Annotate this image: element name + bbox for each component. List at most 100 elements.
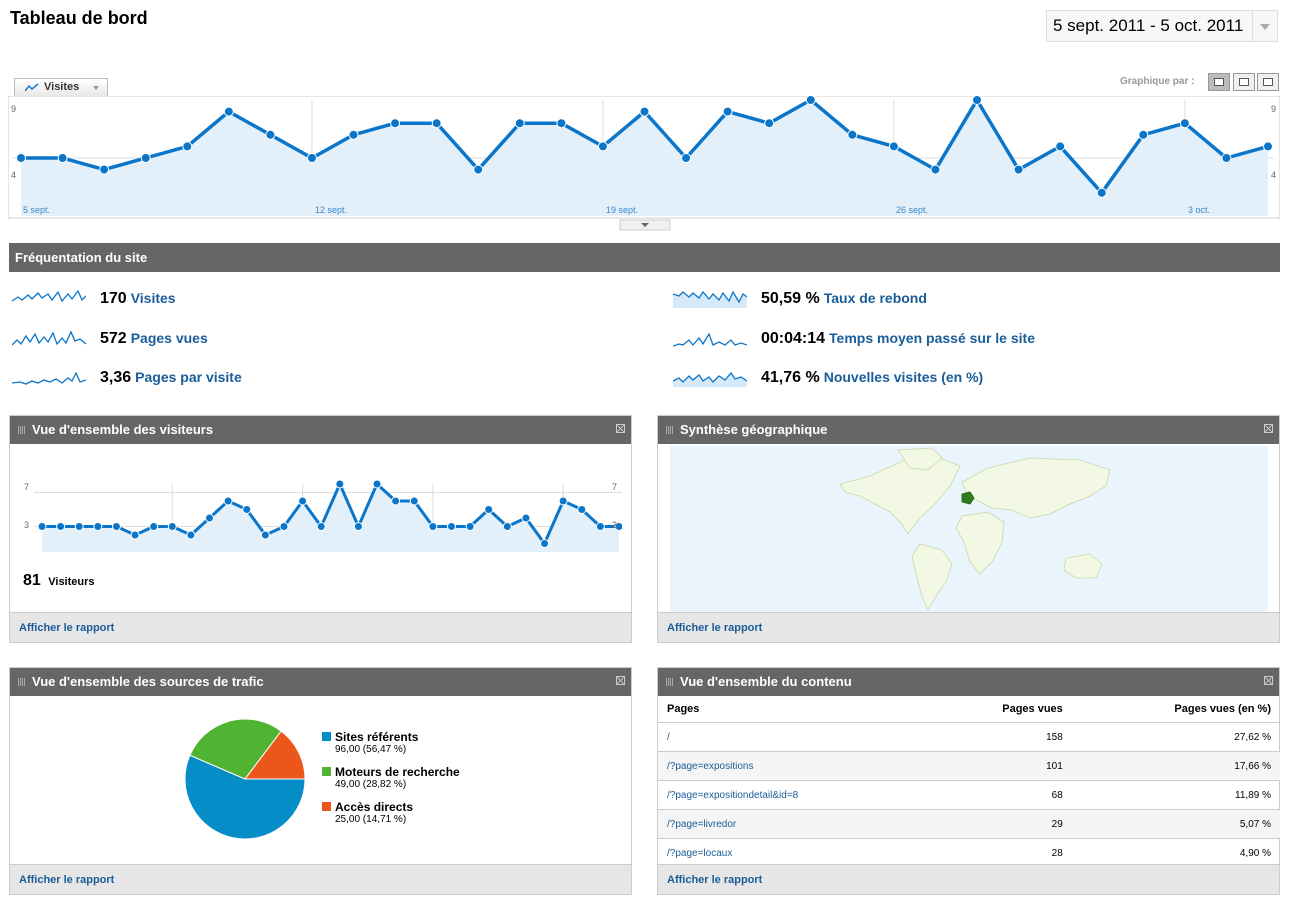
data-point[interactable] <box>242 505 252 514</box>
data-point[interactable] <box>316 522 326 531</box>
data-point[interactable] <box>722 106 733 117</box>
data-point[interactable] <box>1096 187 1107 198</box>
data-point[interactable] <box>502 522 512 531</box>
data-point[interactable] <box>847 129 858 140</box>
data-point[interactable] <box>639 106 650 117</box>
pie-slice[interactable] <box>243 730 306 780</box>
drag-handle-icon[interactable] <box>18 426 25 434</box>
data-point[interactable] <box>1179 118 1190 129</box>
widget-header[interactable]: Synthèse géographique <box>658 416 1279 444</box>
page-link[interactable]: / <box>658 722 930 752</box>
kpi-link-bounce-rate[interactable]: Taux de rebond <box>823 290 927 306</box>
data-point[interactable] <box>1221 153 1232 163</box>
data-point[interactable] <box>473 164 484 175</box>
data-point[interactable] <box>186 530 196 540</box>
data-point[interactable] <box>223 106 234 117</box>
data-point[interactable] <box>74 522 84 531</box>
data-point[interactable] <box>614 522 622 531</box>
data-point[interactable] <box>1055 141 1066 152</box>
data-point[interactable] <box>540 539 550 548</box>
date-range-selector[interactable]: 5 sept. 2011 - 5 oct. 2011 <box>1046 10 1278 42</box>
data-point[interactable] <box>805 96 816 105</box>
kpi-link-avg-time[interactable]: Temps moyen passé sur le site <box>829 330 1035 346</box>
data-point[interactable] <box>260 530 270 540</box>
data-point[interactable] <box>431 118 442 129</box>
page-link[interactable]: /?page=livredor <box>658 809 930 839</box>
view-report-link[interactable]: Afficher le rapport <box>10 612 631 642</box>
page-link[interactable]: /?page=expositiondetail&id=8 <box>658 780 930 810</box>
data-point[interactable] <box>182 141 193 152</box>
data-point[interactable] <box>205 513 215 523</box>
kpi-link-pages-per-visit[interactable]: Pages par visite <box>135 369 242 385</box>
pie-slice[interactable] <box>189 718 282 780</box>
data-point[interactable] <box>16 153 26 163</box>
drag-handle-icon[interactable] <box>666 426 673 434</box>
data-point[interactable] <box>306 153 317 163</box>
data-point[interactable] <box>428 522 438 531</box>
data-point[interactable] <box>93 522 103 531</box>
data-point[interactable] <box>409 496 419 506</box>
data-point[interactable] <box>930 164 941 175</box>
drag-handle-icon[interactable] <box>18 678 25 686</box>
data-point[interactable] <box>353 522 363 531</box>
data-point[interactable] <box>298 496 308 506</box>
data-point[interactable] <box>521 513 531 523</box>
data-point[interactable] <box>348 129 359 140</box>
view-report-link[interactable]: Afficher le rapport <box>658 864 1279 894</box>
page-link[interactable]: /?page=expositions <box>658 751 930 781</box>
data-point[interactable] <box>56 522 66 531</box>
close-icon[interactable] <box>616 676 625 685</box>
data-point[interactable] <box>556 118 567 129</box>
widget-header[interactable]: Vue d'ensemble du contenu <box>658 668 1279 696</box>
data-point[interactable] <box>57 153 68 163</box>
data-point[interactable] <box>484 505 494 514</box>
metric-selector[interactable]: Visites <box>14 78 108 96</box>
data-point[interactable] <box>372 479 382 489</box>
data-point[interactable] <box>279 522 289 531</box>
data-point[interactable] <box>888 141 899 152</box>
world-map[interactable] <box>670 446 1268 612</box>
close-icon[interactable] <box>1264 424 1273 433</box>
data-point[interactable] <box>1138 129 1149 140</box>
data-point[interactable] <box>265 129 276 140</box>
widget-header[interactable]: Vue d'ensemble des sources de trafic <box>10 668 631 696</box>
graph-by-month-button[interactable] <box>1257 73 1279 91</box>
drag-handle-icon[interactable] <box>666 678 673 686</box>
data-point[interactable] <box>391 496 401 506</box>
data-point[interactable] <box>597 141 608 152</box>
data-point[interactable] <box>514 118 525 129</box>
page-link[interactable]: /?page=locaux <box>658 838 930 868</box>
kpi-link-pageviews[interactable]: Pages vues <box>130 330 208 346</box>
pie-slice[interactable] <box>184 754 306 840</box>
close-icon[interactable] <box>1264 676 1273 685</box>
chevron-down-icon[interactable] <box>1252 11 1277 41</box>
data-point[interactable] <box>223 496 233 506</box>
close-icon[interactable] <box>616 424 625 433</box>
data-point[interactable] <box>130 530 140 540</box>
data-point[interactable] <box>465 522 475 531</box>
data-point[interactable] <box>558 496 568 506</box>
kpi-link-visits[interactable]: Visites <box>130 290 176 306</box>
data-point[interactable] <box>1013 164 1024 175</box>
data-point[interactable] <box>37 522 47 531</box>
view-report-link[interactable]: Afficher le rapport <box>658 612 1279 642</box>
data-point[interactable] <box>1263 141 1273 152</box>
data-point[interactable] <box>111 522 121 531</box>
data-point[interactable] <box>972 96 983 105</box>
widget-header[interactable]: Vue d'ensemble des visiteurs <box>10 416 631 444</box>
data-point[interactable] <box>335 479 345 489</box>
data-point[interactable] <box>390 118 401 129</box>
data-point[interactable] <box>149 522 159 531</box>
data-point[interactable] <box>167 522 177 531</box>
view-report-link[interactable]: Afficher le rapport <box>10 864 631 894</box>
data-point[interactable] <box>577 505 587 514</box>
graph-by-week-button[interactable] <box>1233 73 1255 91</box>
data-point[interactable] <box>681 153 692 163</box>
data-point[interactable] <box>99 164 110 175</box>
graph-by-day-button[interactable] <box>1208 73 1230 91</box>
data-point[interactable] <box>140 153 151 163</box>
data-point[interactable] <box>764 118 775 129</box>
collapse-chart-handle[interactable] <box>619 219 671 231</box>
kpi-link-new-visits[interactable]: Nouvelles visites (en %) <box>823 369 984 385</box>
data-point[interactable] <box>446 522 456 531</box>
